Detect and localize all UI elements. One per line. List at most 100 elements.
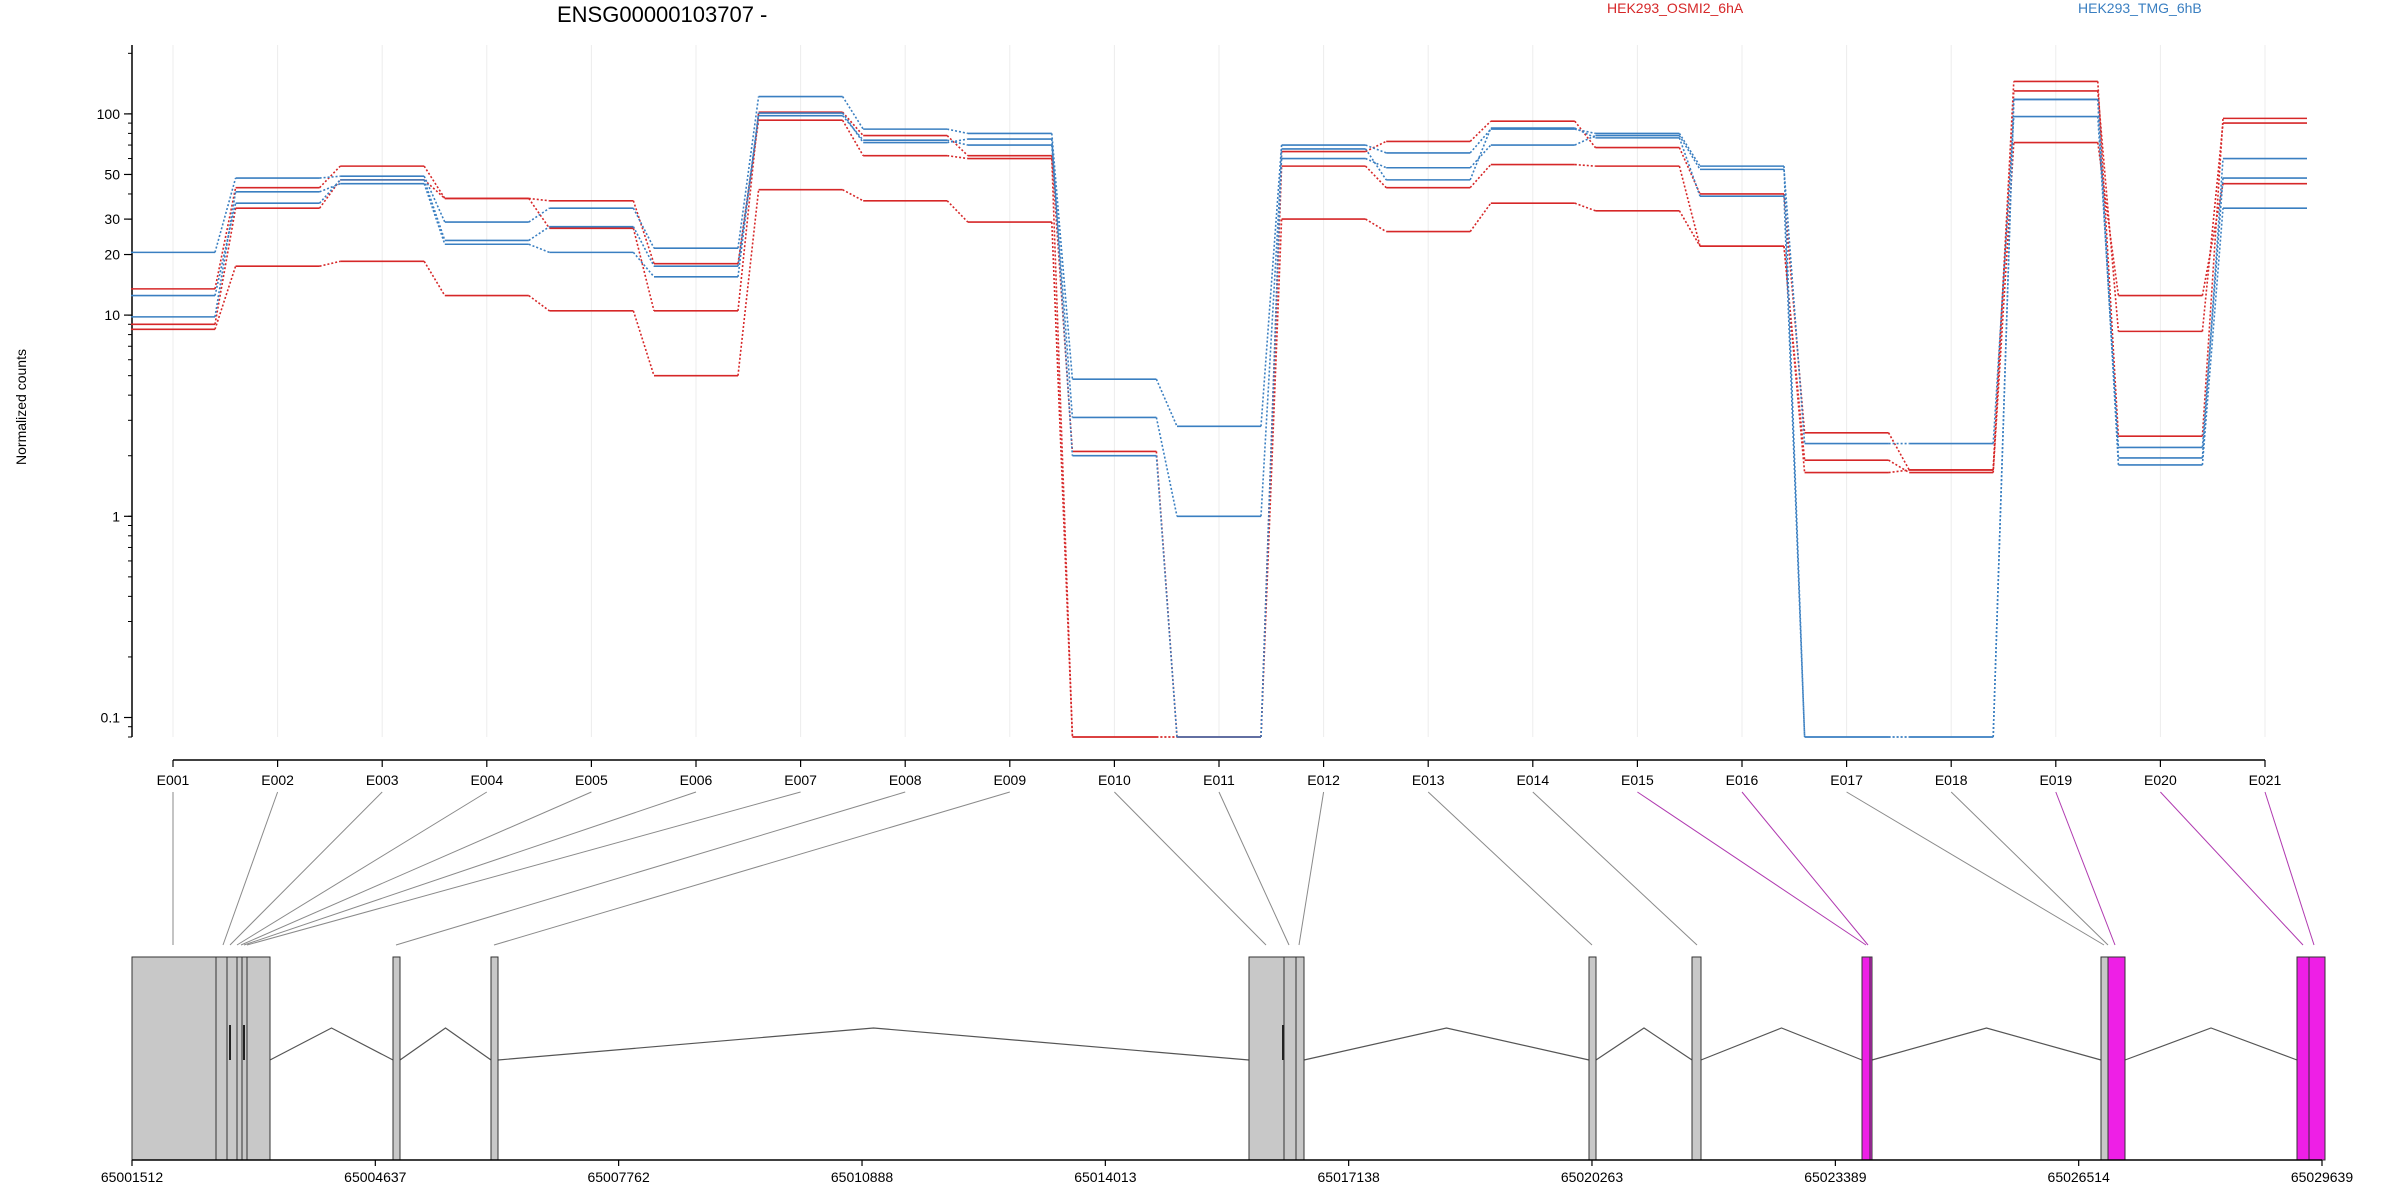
data-connector: [528, 226, 550, 242]
data-connector: [1783, 169, 1806, 444]
data-connector: [947, 139, 968, 146]
intron-line: [1595, 1027, 1693, 1061]
x-tick-label: E016: [1726, 772, 1759, 788]
exon-connector: [1846, 791, 2105, 946]
series-line: [131, 95, 2307, 738]
x-tick-label: E004: [470, 772, 503, 788]
data-connector: [319, 165, 341, 189]
grid-lines: [172, 45, 2266, 737]
data-connector: [319, 175, 341, 179]
data-connector: [841, 115, 864, 141]
data-connector: [2097, 116, 2120, 448]
intron-line: [1871, 1027, 2102, 1061]
x-tick-label: E011: [1203, 772, 1235, 788]
gene-model: [131, 956, 2326, 1161]
data-connector: [1992, 99, 2015, 738]
data-connector: [423, 165, 446, 199]
legend-entry-osmi2: HEK293_OSMI2_6hA: [1607, 0, 1744, 16]
data-connector: [1365, 218, 1387, 233]
data-connector: [841, 96, 864, 130]
data-connector: [1678, 210, 1701, 247]
data-connector: [632, 200, 655, 264]
y-tick-label: 30: [104, 211, 120, 227]
x-tick-label: E008: [889, 772, 922, 788]
data-connector: [1260, 145, 1283, 427]
x-tick-label: E018: [1935, 772, 1968, 788]
x-tick-label: E009: [993, 772, 1026, 788]
intron-line: [497, 1027, 1250, 1061]
x-tick-label: E019: [2039, 772, 2072, 788]
exon-box: [2107, 956, 2126, 1161]
data-connector: [947, 154, 968, 160]
data-connector: [1678, 135, 1701, 170]
intron-line: [1303, 1027, 1590, 1061]
data-connector: [737, 96, 760, 249]
exon-connector: [1637, 791, 1867, 946]
data-connector: [2201, 123, 2224, 332]
data-connector: [1678, 165, 1701, 247]
exon-connector: [236, 791, 488, 946]
data-connector: [1051, 138, 1074, 456]
data-connector: [214, 208, 237, 325]
coordinate-label: 65023389: [1804, 1169, 1867, 1185]
data-connector: [319, 260, 341, 267]
coordinate-label: 65007762: [587, 1169, 650, 1185]
data-connector: [946, 200, 969, 223]
intron-line: [2124, 1027, 2298, 1061]
x-tick-label: E003: [366, 772, 399, 788]
data-connector: [214, 177, 237, 253]
data-connector: [1260, 158, 1283, 517]
y-tick-label: 20: [104, 247, 120, 263]
x-tick-label: E007: [784, 772, 817, 788]
exon-connector: [1741, 791, 1869, 946]
exon-connector: [1532, 791, 1698, 946]
exon-box: [392, 956, 401, 1161]
data-connector: [1992, 99, 2015, 738]
exon-connector: [1950, 791, 2109, 946]
data-connector: [528, 197, 551, 229]
x-tick-label: E002: [261, 772, 294, 788]
data-connector: [1365, 165, 1387, 189]
data-connector: [2201, 177, 2224, 448]
data-connector: [1678, 132, 1701, 167]
chart-title: ENSG00000103707 -: [557, 2, 767, 27]
data-connector: [842, 188, 864, 202]
data-connector: [737, 112, 760, 311]
exon-connector: [222, 791, 279, 946]
data-connector: [1574, 128, 1596, 135]
exon-connector: [1298, 791, 1325, 946]
x-tick-label: E020: [2144, 772, 2177, 788]
exon-connector: [493, 791, 1010, 946]
data-connector: [1678, 147, 1701, 195]
coordinate-label: 65010888: [831, 1169, 894, 1185]
series-line: [131, 80, 2307, 738]
data-connector: [423, 175, 446, 223]
data-connector: [1051, 145, 1074, 418]
data-connector: [1155, 417, 1178, 517]
data-connector: [2097, 99, 2120, 465]
exon-box: [490, 956, 499, 1161]
exon-box: [2296, 956, 2310, 1161]
data-connector: [1469, 128, 1492, 154]
series-line: [131, 98, 2307, 738]
data-connector: [1051, 158, 1074, 738]
data-connector: [1051, 222, 1074, 738]
coordinate-label: 65020263: [1561, 1169, 1624, 1185]
data-connector: [1155, 451, 1178, 738]
data-connector: [1155, 378, 1178, 427]
x-tick-label: E006: [680, 772, 713, 788]
data-connector: [1365, 144, 1387, 154]
data-connector: [214, 191, 237, 317]
data-connector: [946, 135, 969, 157]
data-connector: [632, 310, 655, 376]
x-tick-label: E012: [1307, 772, 1340, 788]
y-tick-label: 100: [97, 106, 121, 122]
y-tick-label: 50: [104, 166, 120, 182]
data-connector: [1469, 202, 1492, 233]
data-connector: [528, 197, 550, 202]
data-connector: [1051, 133, 1074, 380]
exon-box: [246, 956, 271, 1161]
data-connector: [1783, 246, 1806, 473]
exon-box: [226, 956, 238, 1161]
